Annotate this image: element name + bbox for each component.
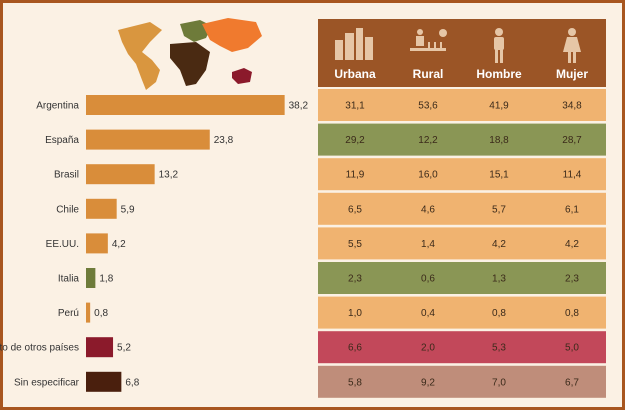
map-americas: [118, 22, 162, 90]
bar: [86, 129, 210, 150]
category-label: Perú: [58, 308, 79, 319]
bar: [86, 302, 91, 323]
table-cell: 11,9: [346, 170, 365, 181]
table-row: [318, 158, 606, 191]
table-row: [318, 365, 606, 398]
category-label: Sin especificar: [14, 377, 80, 388]
table-cell: 0,8: [565, 308, 579, 319]
table-cell: 7,0: [492, 377, 506, 388]
table-cell: 5,5: [348, 239, 362, 250]
table-row: [318, 227, 606, 260]
table-cell: 0,4: [421, 308, 435, 319]
map-oceania: [232, 68, 252, 84]
table-row: [318, 123, 606, 156]
bar: [86, 371, 122, 392]
table-cell: 28,7: [562, 135, 582, 146]
table-cell: 5,7: [492, 204, 506, 215]
table-row: [318, 262, 606, 294]
table-cell: 12,2: [418, 135, 438, 146]
bar: [86, 95, 285, 115]
category-label: EE.UU.: [46, 239, 79, 250]
bar: [86, 268, 96, 288]
table-cell: 1,4: [421, 239, 435, 250]
table-cell: 53,6: [418, 101, 438, 112]
table-cell: 15,1: [489, 170, 509, 181]
woman-icon: [563, 28, 581, 63]
table-cell: 4,6: [421, 204, 435, 215]
table-column-header: Rural: [413, 67, 444, 81]
city-icon: [335, 28, 373, 60]
table-cell: 41,9: [489, 101, 509, 112]
bar-value-label: 0,8: [94, 308, 108, 319]
category-label: Brasil: [54, 170, 79, 181]
category-label: Chile: [56, 204, 79, 215]
table-row: [318, 296, 606, 329]
table-column-header: Mujer: [556, 67, 588, 81]
table-cell: 2,0: [421, 343, 435, 354]
table-column-header: Urbana: [334, 67, 376, 81]
table-row: [318, 331, 606, 364]
table-row: [318, 192, 606, 225]
table-cell: 6,5: [348, 204, 362, 215]
table-cell: 5,3: [492, 343, 506, 354]
man-icon: [494, 28, 504, 63]
table-cell: 34,8: [562, 101, 582, 112]
table-cell: 0,8: [492, 308, 506, 319]
bar-value-label: 1,8: [99, 274, 113, 285]
table-cell: 31,1: [345, 101, 365, 112]
category-label: Argentina: [36, 101, 79, 112]
table-cell: 4,2: [565, 239, 579, 250]
category-label: España: [45, 135, 79, 146]
table-cell: 6,6: [348, 343, 362, 354]
table-cell: 9,2: [421, 377, 435, 388]
map-asia: [202, 18, 262, 52]
table-cell: 2,3: [565, 274, 579, 285]
category-label: Italia: [58, 274, 80, 285]
table-cell: 4,2: [492, 239, 506, 250]
table-cell: 6,1: [565, 204, 579, 215]
bar-value-label: 6,8: [125, 377, 139, 388]
bar: [86, 198, 117, 219]
bar-value-label: 5,9: [121, 204, 135, 215]
table-cell: 16,0: [418, 170, 438, 181]
bar-value-label: 23,8: [214, 135, 234, 146]
bar-value-label: 38,2: [289, 101, 309, 112]
table-cell: 5,0: [565, 343, 579, 354]
farmer-icon: [410, 29, 447, 51]
bar: [86, 164, 155, 185]
table-cell: 18,8: [489, 135, 509, 146]
bar: [86, 337, 114, 358]
table-cell: 1,0: [348, 308, 362, 319]
table-cell: 2,3: [348, 274, 362, 285]
table-cell: 0,6: [421, 274, 435, 285]
table-cell: 6,7: [565, 377, 579, 388]
table-cell: 5,8: [348, 377, 362, 388]
category-label: Resto de otros países: [0, 343, 79, 354]
table-column-header: Hombre: [476, 67, 522, 81]
bar-value-label: 5,2: [117, 343, 131, 354]
map-africa: [170, 42, 210, 86]
table-cell: 1,3: [492, 274, 506, 285]
table-cell: 29,2: [345, 135, 365, 146]
bar-value-label: 13,2: [159, 170, 179, 181]
world-map: [118, 18, 262, 90]
bar: [86, 233, 108, 254]
bar-value-label: 4,2: [112, 239, 126, 250]
table-cell: 11,4: [563, 170, 582, 181]
table-row: [318, 89, 606, 121]
